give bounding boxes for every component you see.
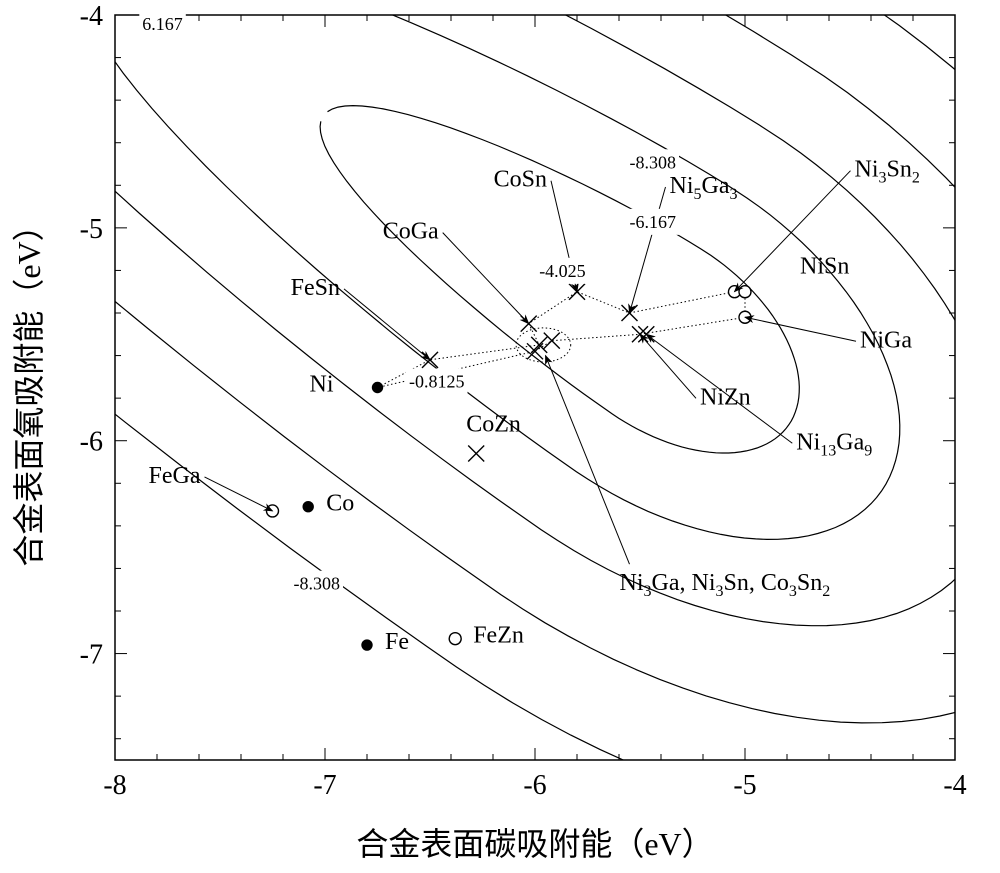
- svg-text:NiSn: NiSn: [800, 254, 849, 280]
- axis-minor-ticks: [115, 15, 955, 760]
- svg-text:-0.8125: -0.8125: [409, 372, 465, 392]
- svg-text:-6.167: -6.167: [630, 212, 677, 232]
- point-labels: Ni FeSn CoGa CoSn Ni5Ga3 NiZn Ni13Ga9 Ni3Sn2 NiS…: [149, 157, 920, 655]
- svg-text:-8: -8: [103, 770, 126, 801]
- svg-text:Fe: Fe: [385, 629, 409, 655]
- svg-text:-4: -4: [943, 770, 966, 801]
- label-arrows: [205, 171, 857, 564]
- svg-text:-6: -6: [523, 770, 546, 801]
- svg-text:Ni5Ga3: Ni5Ga3: [670, 173, 738, 203]
- contour-scatter-chart: -8 -7 -6 -5 -4 -4 -5 -6 -7 合金表面碳吸附能（eV） 合金表面氧吸附能…: [0, 0, 1000, 873]
- y-axis-title: 合金表面氧吸附能（eV）: [11, 209, 47, 566]
- svg-text:-7: -7: [80, 640, 103, 671]
- svg-text:FeGa: FeGa: [149, 463, 201, 489]
- axis-ticks: [115, 15, 955, 760]
- contour-labels: 6.167 -4.025 -6.167 -8.308 -0.8125 -8.308: [139, 11, 679, 597]
- chart-container: -8 -7 -6 -5 -4 -4 -5 -6 -7 合金表面碳吸附能（eV） 合金表面氧吸附能…: [0, 0, 1000, 873]
- svg-text:-5: -5: [733, 770, 756, 801]
- svg-text:6.167: 6.167: [142, 14, 183, 34]
- svg-text:-7: -7: [313, 770, 336, 801]
- svg-text:Ni13Ga9: Ni13Ga9: [796, 429, 872, 459]
- svg-text:CoSn: CoSn: [494, 167, 547, 193]
- svg-text:NiZn: NiZn: [700, 384, 751, 410]
- svg-text:Co: Co: [326, 491, 354, 517]
- plot-frame: [115, 15, 955, 760]
- cluster-ellipse: [516, 328, 571, 362]
- svg-text:-4.025: -4.025: [539, 261, 586, 281]
- svg-text:-6: -6: [80, 427, 103, 458]
- svg-text:NiGa: NiGa: [860, 327, 912, 353]
- svg-text:-8.308: -8.308: [630, 152, 677, 172]
- svg-text:Ni3Sn2: Ni3Sn2: [855, 157, 920, 187]
- svg-text:Ni3Ga, Ni3Sn, Co3Sn2: Ni3Ga, Ni3Sn, Co3Sn2: [620, 570, 831, 600]
- svg-text:-5: -5: [80, 214, 103, 245]
- svg-text:CoGa: CoGa: [383, 219, 439, 245]
- svg-text:Ni: Ni: [310, 372, 334, 398]
- axis-tick-labels: -8 -7 -6 -5 -4 -4 -5 -6 -7: [80, 1, 967, 801]
- svg-text:-8.308: -8.308: [294, 574, 341, 594]
- svg-text:FeZn: FeZn: [473, 623, 524, 649]
- x-axis-title: 合金表面碳吸附能（eV）: [356, 826, 713, 862]
- svg-text:FeSn: FeSn: [291, 275, 340, 301]
- svg-text:CoZn: CoZn: [466, 411, 521, 437]
- svg-text:-4: -4: [80, 1, 103, 32]
